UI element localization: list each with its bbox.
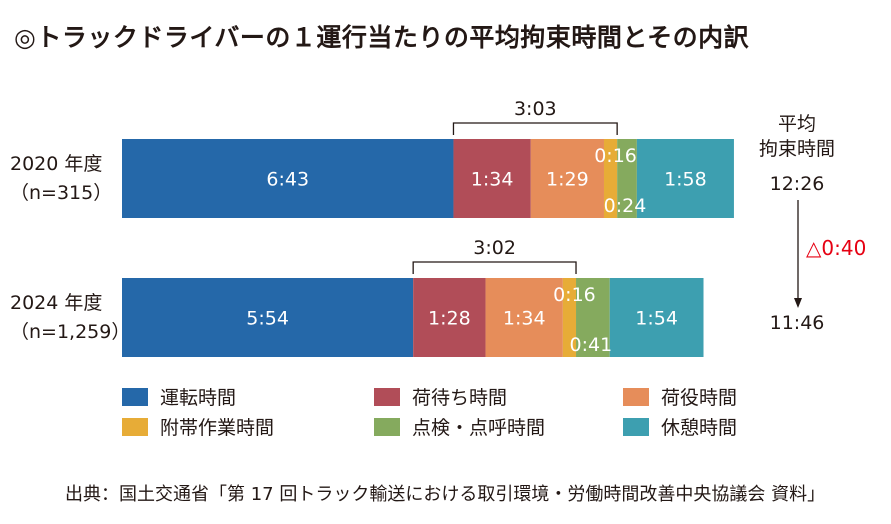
chart-title: ◎トラックドライバーの１運行当たりの平均拘束時間とその内訳: [14, 23, 750, 52]
legend-inspection-swatch: [374, 417, 400, 436]
row-label-2020-year: 2020 年度: [10, 153, 103, 175]
change-arrow-head: [794, 298, 802, 308]
bracket-label-1: 3:02: [473, 237, 516, 259]
bar-0-loading: [530, 139, 604, 218]
legend-waiting-swatch: [374, 387, 400, 406]
legend-driving-label: 運転時間: [160, 387, 237, 409]
legend-rest: 休憩時間: [623, 413, 737, 440]
bar-0-incidental: [603, 139, 618, 218]
label-0-inspection: 0:24: [604, 195, 647, 217]
legend-incidental: 附帯作業時間: [122, 413, 274, 440]
row-label-2024-year: 2024 年度: [10, 292, 103, 314]
label-1-incidental: 0:16: [553, 284, 596, 306]
legend-loading-swatch: [623, 387, 649, 406]
total-header-line1: 平均: [777, 113, 816, 135]
total-header-line2: 拘束時間: [758, 138, 835, 160]
bar-0-rest: [636, 139, 734, 218]
bracket-label-0: 3:03: [514, 98, 557, 120]
bracket-1: [412, 261, 577, 274]
bar-1-loading: [485, 278, 563, 357]
label-0-rest: 1:58: [664, 169, 707, 191]
label-0-driving: 6:43: [266, 169, 309, 191]
legend-inspection: 点検・点呼時間: [374, 413, 545, 440]
legend-incidental-label: 附帯作業時間: [160, 417, 275, 439]
legend-loading-label: 荷役時間: [661, 387, 738, 409]
legend-rest-swatch: [623, 417, 649, 436]
label-0-incidental: 0:16: [594, 145, 637, 167]
bracket-0: [452, 122, 618, 135]
legend-incidental-swatch: [122, 417, 148, 436]
bar-0-waiting: [453, 139, 531, 218]
legend-rest-label: 休憩時間: [661, 417, 738, 439]
bar-1-inspection: [576, 278, 610, 357]
label-1-driving: 5:54: [246, 308, 289, 330]
row-label-2024: 2024 年度 （n=1,259）: [10, 289, 130, 347]
label-0-loading: 1:29: [546, 169, 589, 191]
bar-1-driving: [122, 278, 414, 357]
bar-1-waiting: [413, 278, 486, 357]
row-label-2020: 2020 年度 （n=315）: [10, 150, 112, 208]
row-label-2020-n: （n=315）: [10, 182, 113, 204]
total-2024: 11:46: [769, 312, 825, 334]
legend-waiting-label: 荷待ち時間: [412, 387, 508, 409]
source-note: 出典：国土交通省「第 17 回トラック輸送における取引環境・労働時間改善中央協議…: [65, 484, 826, 505]
label-0-waiting: 1:34: [471, 169, 514, 191]
bar-0-inspection: [617, 139, 637, 218]
legend-inspection-label: 点検・点呼時間: [412, 417, 546, 439]
legend-waiting: 荷待ち時間: [374, 383, 507, 410]
bar-0-driving: [122, 139, 454, 218]
reduction-label: △0:40: [806, 236, 867, 260]
label-1-inspection: 0:41: [570, 334, 613, 356]
row-label-2024-n: （n=1,259）: [10, 321, 131, 343]
legend-driving: 運転時間: [122, 383, 236, 410]
legend-loading: 荷役時間: [623, 383, 737, 410]
total-header: 平均 拘束時間: [752, 112, 842, 162]
total-2020: 12:26: [769, 173, 825, 195]
legend-driving-swatch: [122, 387, 148, 406]
label-1-waiting: 1:28: [428, 308, 471, 330]
label-1-rest: 1:54: [635, 308, 678, 330]
bar-1-rest: [609, 278, 704, 357]
bar-1-incidental: [562, 278, 577, 357]
label-1-loading: 1:34: [503, 308, 546, 330]
